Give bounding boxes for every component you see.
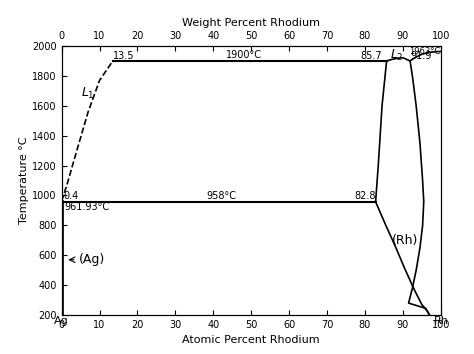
Text: 85.7: 85.7 bbox=[360, 51, 382, 61]
Text: (Ag): (Ag) bbox=[79, 253, 105, 266]
Text: Rh: Rh bbox=[433, 316, 448, 326]
Text: (Rh): (Rh) bbox=[392, 234, 418, 247]
Text: 13.5: 13.5 bbox=[113, 51, 134, 61]
Text: 82.8: 82.8 bbox=[354, 191, 375, 201]
X-axis label: Atomic Percent Rhodium: Atomic Percent Rhodium bbox=[182, 336, 320, 346]
Text: 958°C: 958°C bbox=[206, 191, 236, 201]
Y-axis label: Temperature °C: Temperature °C bbox=[19, 137, 29, 224]
Text: 961.93°C: 961.93°C bbox=[64, 202, 109, 212]
Text: 91.9: 91.9 bbox=[410, 51, 432, 61]
Text: 0.4: 0.4 bbox=[63, 191, 78, 201]
Text: $L_2$: $L_2$ bbox=[390, 47, 403, 63]
X-axis label: Weight Percent Rhodium: Weight Percent Rhodium bbox=[182, 18, 320, 28]
Text: Ag: Ag bbox=[54, 316, 69, 326]
Text: 1900°C: 1900°C bbox=[226, 50, 262, 61]
Text: $L_1$: $L_1$ bbox=[81, 86, 94, 101]
Text: 1963°C: 1963°C bbox=[410, 47, 441, 56]
